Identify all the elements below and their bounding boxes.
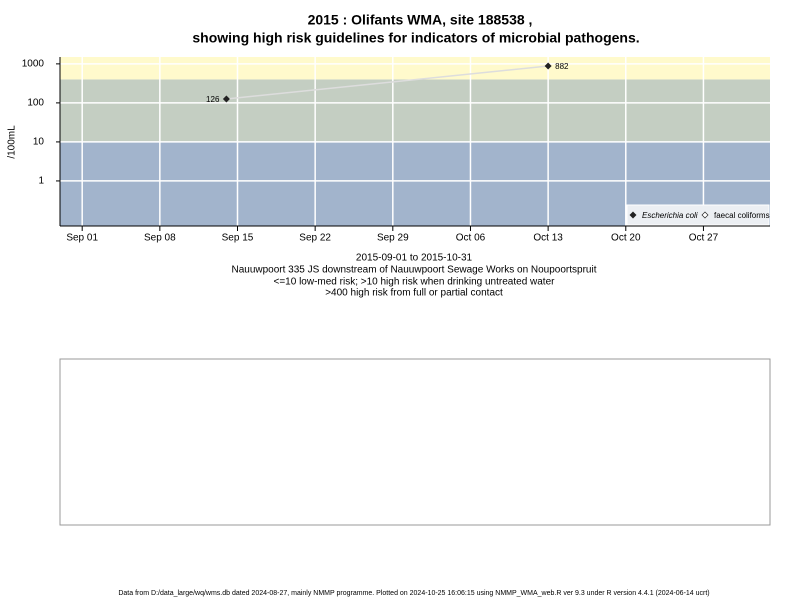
empty-panel	[59, 358, 771, 526]
subtitle: <=10 low-med risk; >10 high risk when dr…	[274, 277, 556, 288]
legend-label: Escherichia coli	[642, 211, 698, 220]
x-tick-label: Oct 27	[689, 233, 719, 244]
legend-label: faecal coliforms	[714, 211, 770, 220]
y-tick-label: 1	[38, 176, 44, 187]
legend-key	[701, 211, 709, 219]
chart-title: showing high risk guidelines for indicat…	[192, 30, 639, 46]
point	[222, 95, 230, 103]
subtitle: >400 high risk from full or partial cont…	[325, 288, 503, 299]
y-tick-label: 1000	[22, 59, 45, 70]
chart-title: 2015 : Olifants WMA, site 188538 ,	[308, 12, 533, 28]
x-tick-label: Sep 22	[299, 233, 331, 244]
y-tick-label: 100	[27, 98, 44, 109]
point	[544, 62, 552, 70]
data-label: 126	[206, 95, 220, 104]
legend-box	[626, 204, 770, 226]
y-axis-label: /100mL	[7, 125, 18, 159]
data-label: 882	[555, 62, 569, 71]
x-tick-label: Sep 01	[66, 233, 98, 244]
x-tick-label: Sep 08	[144, 233, 176, 244]
x-tick-label: Oct 06	[456, 233, 486, 244]
x-tick-label: Oct 20	[611, 233, 641, 244]
series-line	[226, 65, 549, 100]
legend-key	[629, 211, 637, 219]
subtitle: Nauuwpoort 335 JS downstream of Nauuwpoo…	[231, 265, 596, 276]
x-tick-label: Oct 13	[533, 233, 563, 244]
risk-band	[60, 57, 770, 80]
legend: Escherichia coli faecal coliforms	[626, 204, 770, 226]
y-tick-label: 10	[33, 137, 45, 148]
subtitle: 2015-09-01 to 2015-10-31	[356, 253, 473, 264]
x-tick-label: Sep 15	[222, 233, 254, 244]
x-tick-label: Sep 29	[377, 233, 409, 244]
footer: Data from D:/data_large/wq/wms.db dated …	[118, 590, 709, 597]
risk-band	[60, 79, 770, 142]
